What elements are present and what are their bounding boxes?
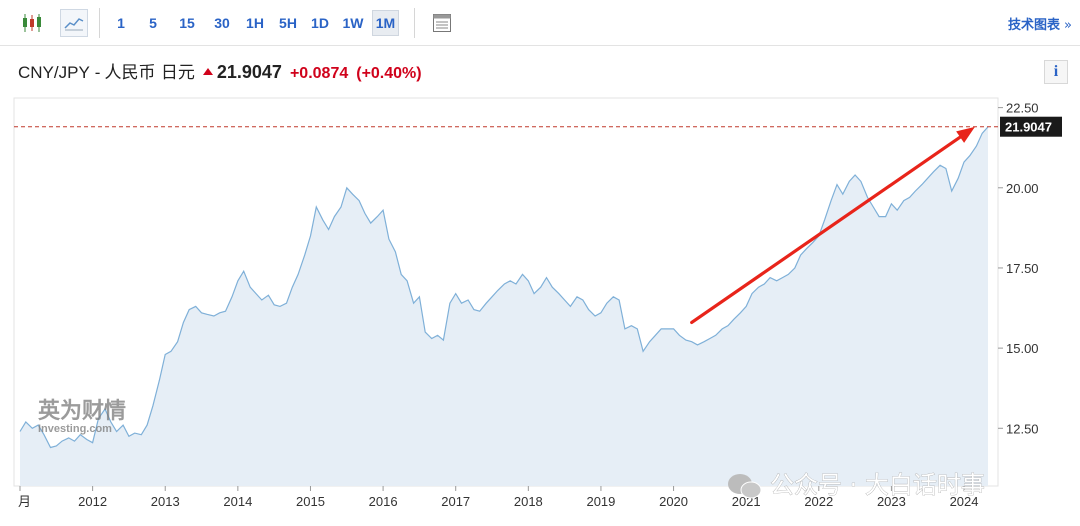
timeframe-button-1[interactable]: 1	[117, 15, 125, 31]
price-line	[19, 126, 989, 449]
timeframe-button-1w[interactable]: 1W	[342, 15, 364, 31]
trend-arrow-shaft	[690, 132, 967, 325]
x-tick-label: 2016	[369, 494, 398, 509]
timeframe-button-30[interactable]: 30	[214, 15, 230, 31]
up-arrow-icon	[202, 68, 213, 75]
last-price-label-box	[1000, 116, 1062, 137]
x-tick-label: 2023	[877, 494, 906, 509]
watermark-logo-en: Investing.com	[38, 423, 112, 435]
last-price: 21.9047	[216, 62, 282, 82]
double-chevron-right-icon: »	[1064, 18, 1072, 33]
price-area-fill	[20, 126, 988, 487]
title-separator: -	[94, 63, 101, 82]
quote-header: CNY/JPY - 人民币 日元 21.9047 +0.0874 (+0.40%…	[18, 58, 422, 83]
toolbar-divider	[99, 8, 100, 38]
wechat-icon-bubble	[740, 481, 762, 499]
toolbar-divider	[414, 8, 415, 38]
technical-chart-label: 技术图表	[1008, 18, 1061, 33]
x-tick-label: 2013	[151, 494, 180, 509]
candlestick-chart-icon[interactable]	[18, 9, 46, 37]
x-tick-label-partial: 月	[18, 494, 31, 509]
x-tick-label: 2012	[78, 494, 107, 509]
x-tick-label: 2024	[950, 494, 979, 509]
area-chart-icon[interactable]	[60, 9, 88, 37]
timeframe-button-1h[interactable]: 1H	[246, 15, 264, 31]
x-tick-label: 2015	[296, 494, 325, 509]
timeframe-button-1m[interactable]: 1M	[372, 10, 399, 36]
chart-toolbar: 1 5 15 30 1H 5H 1D 1W 1M 技术图表»	[0, 0, 1080, 46]
y-tick-label: 22.50	[1006, 101, 1039, 116]
timeframe-button-5[interactable]: 5	[149, 15, 157, 31]
social-watermark-text: 公众号 · 大白话时事	[770, 471, 985, 499]
info-button[interactable]: i	[1044, 60, 1068, 84]
x-tick-label: 2014	[223, 494, 252, 509]
x-tick-label: 2017	[441, 494, 470, 509]
trend-arrow-head-icon	[956, 126, 975, 143]
price-change: +0.0874	[289, 65, 349, 82]
y-tick-label: 20.00	[1006, 181, 1039, 196]
x-tick-label: 2018	[514, 494, 543, 509]
last-price-label: 21.9047	[1005, 120, 1052, 135]
table-view-icon[interactable]	[428, 9, 456, 37]
price-chart: 22.50 20.00 17.50 15.00 12.50 21.9047 月 2012 201…	[13, 97, 1062, 509]
y-tick-label: 17.50	[1006, 261, 1039, 276]
timeframe-button-1d[interactable]: 1D	[311, 15, 329, 31]
price-change-percent: (+0.40%)	[356, 65, 422, 82]
timeframe-button-5h[interactable]: 5H	[279, 15, 297, 31]
x-tick-label: 2020	[659, 494, 688, 509]
x-tick-label: 2019	[586, 494, 615, 509]
x-tick-label: 2022	[804, 494, 833, 509]
watermark-logo-cn: 英为财情	[38, 398, 126, 424]
timeframe-button-15[interactable]: 15	[179, 15, 195, 31]
y-tick-label: 15.00	[1006, 341, 1039, 356]
technical-chart-link[interactable]: 技术图表»	[1008, 14, 1072, 33]
currency-pair: CNY/JPY	[18, 63, 90, 82]
currency-pair-name: 人民币 日元	[104, 63, 195, 83]
y-tick-label: 12.50	[1006, 421, 1039, 436]
